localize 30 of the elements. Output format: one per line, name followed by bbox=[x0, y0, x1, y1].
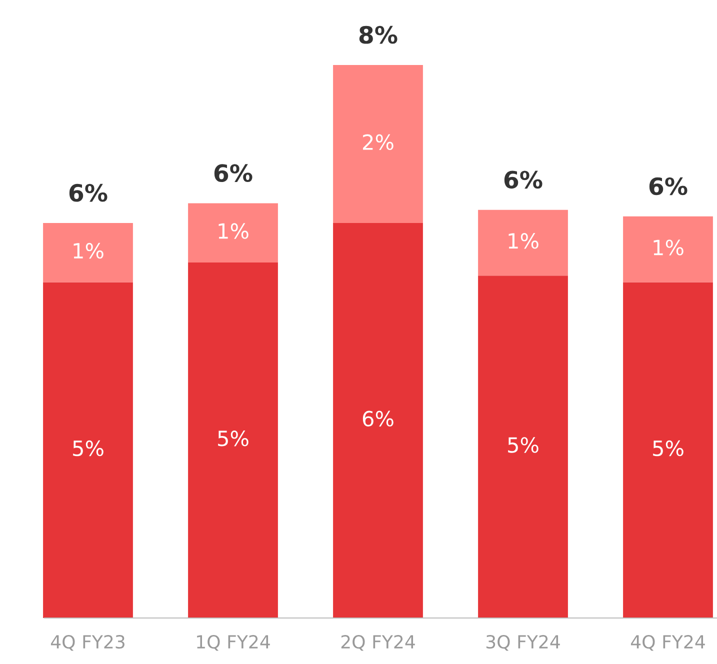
bar bbox=[43, 282, 133, 618]
bar bbox=[43, 223, 133, 282]
data-label: 1% bbox=[218, 223, 248, 239]
x-tick-label: 1Q FY24 bbox=[197, 634, 270, 651]
total-label: 6% bbox=[504, 170, 542, 189]
total-label: 8% bbox=[359, 26, 398, 44]
x-tick-label: 3Q FY24 bbox=[486, 634, 560, 651]
data-label: 5% bbox=[508, 437, 538, 453]
x-tick-label: 2Q FY24 bbox=[341, 634, 415, 651]
bar bbox=[188, 262, 278, 618]
data-label: 1% bbox=[508, 233, 538, 249]
data-label: 1% bbox=[74, 242, 104, 259]
total-label: 6% bbox=[214, 164, 252, 182]
bar bbox=[478, 210, 568, 276]
data-label: 2% bbox=[363, 134, 394, 150]
bar bbox=[623, 282, 713, 618]
total-label: 6% bbox=[69, 184, 108, 202]
data-label: 5% bbox=[218, 430, 248, 446]
data-label: 6% bbox=[362, 410, 394, 427]
data-label: 5% bbox=[73, 440, 104, 456]
bar bbox=[478, 276, 568, 618]
total-label: 6% bbox=[649, 177, 688, 196]
x-tick-label: 4Q FY23 bbox=[50, 634, 124, 651]
x-tick-label: 4Q FY24 bbox=[630, 634, 705, 651]
data-label: 1% bbox=[654, 240, 684, 256]
bar bbox=[623, 216, 713, 282]
data-label: 5% bbox=[653, 440, 684, 456]
bar bbox=[188, 203, 278, 262]
bar bbox=[333, 223, 423, 618]
bar bbox=[333, 65, 423, 223]
